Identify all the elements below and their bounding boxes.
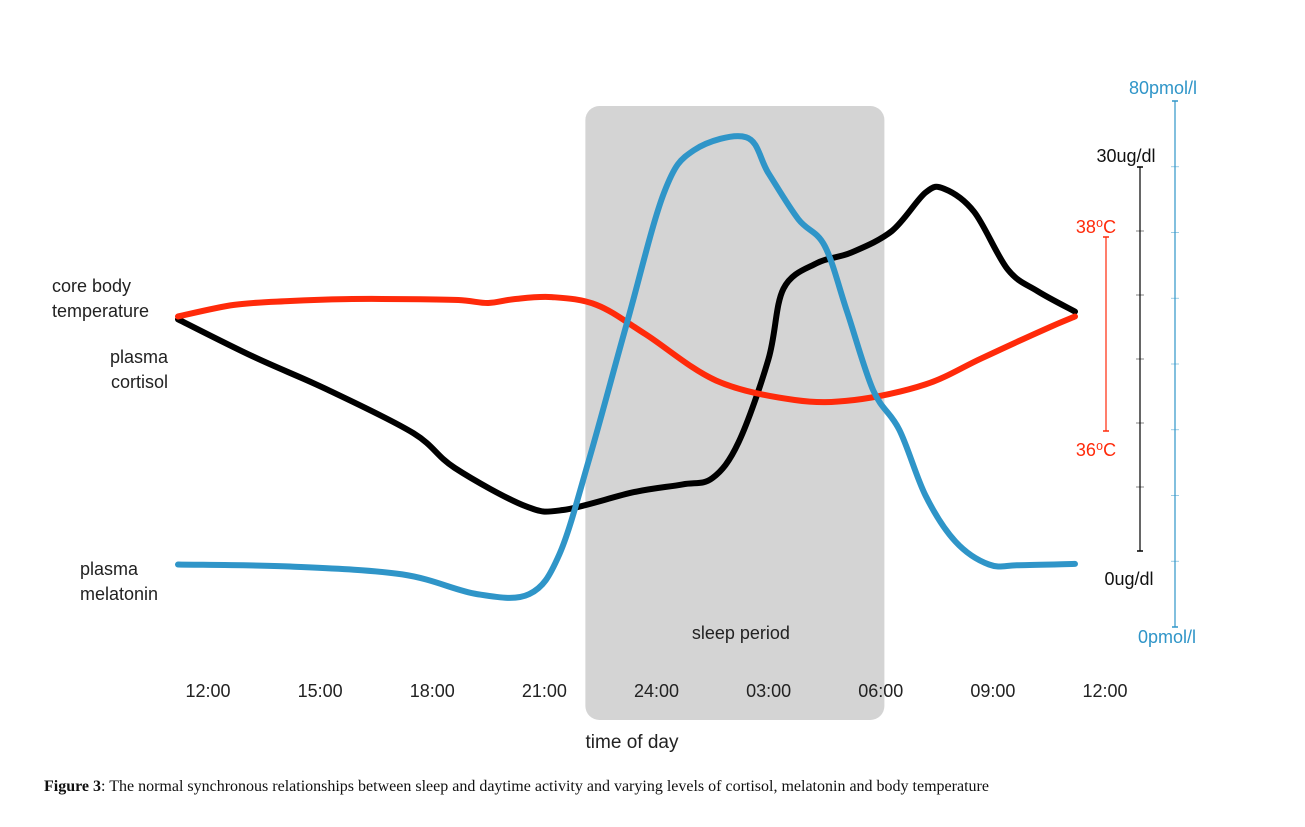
- series-layer: [175, 133, 1078, 601]
- series-label-cortisol-line1: plasma: [110, 347, 169, 367]
- x-tick-label: 03:00: [746, 681, 791, 701]
- series-label-cortisol-line2: cortisol: [111, 372, 168, 392]
- cortisol-axis-low-label: 0ug/dl: [1104, 569, 1153, 589]
- melatonin-axis-low-label: 0pmol/l: [1138, 627, 1196, 647]
- x-axis-title: time of day: [586, 732, 679, 753]
- melatonin-axis-high-label: 80pmol/l: [1129, 78, 1197, 98]
- figure-caption-label: Figure 3: [44, 778, 102, 795]
- x-tick-label: 21:00: [522, 681, 567, 701]
- figure-caption-text: : The normal synchronous relationships b…: [101, 778, 989, 795]
- x-tick-label: 12:00: [1082, 681, 1127, 701]
- series-label-melatonin: plasma melatonin: [80, 559, 158, 604]
- series-label-cortisol: plasma cortisol: [110, 347, 169, 392]
- figure-caption: Figure 3: The normal synchronous relatio…: [44, 778, 1284, 796]
- x-tick-label: 12:00: [185, 681, 230, 701]
- sleep-period-shading: [585, 106, 885, 720]
- cortisol-axis-high-label: 30ug/dl: [1096, 146, 1155, 166]
- series-label-temperature-line1: core body: [52, 276, 131, 296]
- temperature-axis-low-label: 36⁰C: [1076, 440, 1116, 460]
- x-tick-label: 24:00: [634, 681, 679, 701]
- x-tick-label: 15:00: [298, 681, 343, 701]
- cortisol-line: [175, 183, 1078, 515]
- x-tick-label: 06:00: [858, 681, 903, 701]
- sleep-period-label: sleep period: [692, 623, 790, 643]
- axis-layer: [1103, 100, 1179, 628]
- x-tick-label: 09:00: [970, 681, 1015, 701]
- temperature-axis-high-label: 38⁰C: [1076, 217, 1116, 237]
- series-label-melatonin-line1: plasma: [80, 559, 139, 579]
- temperature-line: [175, 293, 1078, 406]
- series-label-temperature: core body temperature: [52, 276, 149, 321]
- x-tick-label: 18:00: [410, 681, 455, 701]
- melatonin-line: [175, 133, 1078, 601]
- x-tick-labels: 12:00 15:00 18:00 21:00 24:00 03:00 06:00 09:00…: [185, 681, 1127, 701]
- series-label-melatonin-line2: melatonin: [80, 584, 158, 604]
- series-label-temperature-line2: temperature: [52, 301, 149, 321]
